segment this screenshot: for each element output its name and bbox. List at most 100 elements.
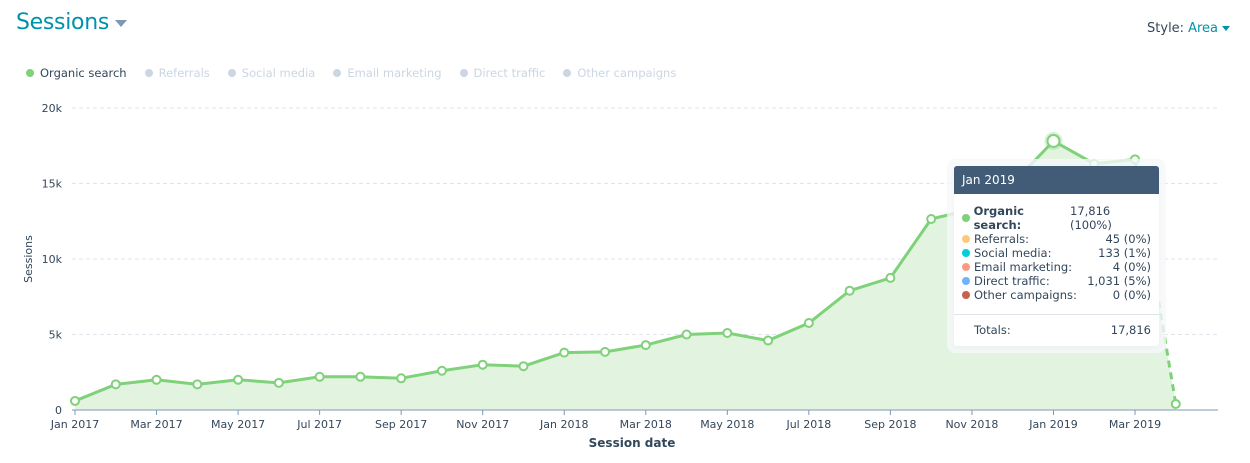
- data-point: [110, 379, 121, 390]
- data-point: [681, 329, 692, 340]
- tooltip-row: Email marketing: 4 (0%): [962, 260, 1151, 274]
- y-axis-title: Sessions: [22, 235, 35, 283]
- report-title: Sessions: [16, 10, 110, 35]
- legend-item-organic-search[interactable]: Organic search: [26, 66, 127, 80]
- x-tick-label: Jan 2019: [1028, 418, 1077, 431]
- style-value: Area: [1188, 21, 1218, 36]
- x-tick-label: Sep 2017: [375, 418, 427, 431]
- style-dropdown[interactable]: Area: [1188, 21, 1230, 36]
- totals-value: 17,816: [1110, 323, 1151, 337]
- tooltip-row: Social media: 133 (1%): [962, 246, 1151, 260]
- data-point: [763, 335, 774, 346]
- report-title-dropdown[interactable]: Sessions: [16, 10, 128, 35]
- x-tick-label: Sep 2018: [864, 418, 916, 431]
- legend-item-direct-traffic[interactable]: Direct traffic: [459, 66, 546, 80]
- x-tick-label: Jan 2018: [539, 418, 588, 431]
- data-point: [314, 371, 325, 382]
- x-tick-label: Nov 2017: [456, 418, 509, 431]
- tooltip-row-value: 17,816 (100%): [1070, 204, 1112, 232]
- data-point: [355, 371, 366, 382]
- legend-dot-icon: [563, 69, 572, 77]
- legend-dot-icon: [26, 69, 34, 77]
- x-tick-label: Nov 2018: [945, 418, 998, 431]
- legend-item-email-marketing[interactable]: Email marketing: [333, 66, 442, 80]
- x-tick-label: Jul 2017: [296, 418, 342, 431]
- data-point: [477, 359, 488, 370]
- tooltip-row-value: 45 (0%): [1105, 232, 1151, 246]
- data-point: [559, 347, 570, 358]
- caret-down-icon: [1222, 26, 1230, 31]
- chart-tooltip: Jan 2019 Organic search: 17,816 (100%) Ref…: [954, 166, 1159, 346]
- legend-item-referrals[interactable]: Referrals: [144, 66, 210, 80]
- series-dot-icon: [962, 277, 970, 285]
- data-point: [640, 340, 651, 351]
- series-dot-icon: [962, 249, 970, 257]
- data-point: [436, 365, 447, 376]
- area-fill: [75, 140, 1176, 410]
- legend-label: Social media: [241, 66, 316, 80]
- chart-legend: Organic search Referrals Social media Em…: [26, 66, 676, 80]
- legend-dot-icon: [459, 69, 468, 77]
- legend-label: Direct traffic: [473, 66, 546, 80]
- y-tick-label: 10k: [42, 253, 63, 266]
- tooltip-rows: Organic search: 17,816 (100%) Referrals: 45…: [954, 194, 1159, 308]
- data-point: [1046, 133, 1061, 148]
- legend-item-other-campaigns[interactable]: Other campaigns: [563, 66, 676, 80]
- legend-label: Referrals: [158, 66, 210, 80]
- data-point: [396, 373, 407, 384]
- series-dot-icon: [962, 263, 970, 271]
- tooltip-row: Other campaigns: 0 (0%): [962, 288, 1151, 302]
- data-point: [844, 285, 855, 296]
- tooltip-row-label: Organic search:: [973, 204, 1024, 232]
- tooltip-row-value: 1,031 (5%): [1087, 274, 1151, 288]
- series-dot-icon: [962, 291, 970, 299]
- data-point: [151, 374, 162, 385]
- data-point: [233, 374, 244, 385]
- legend-label: Email marketing: [347, 66, 442, 80]
- tooltip-row-label: Referrals:: [974, 232, 1030, 246]
- legend-dot-icon: [227, 69, 236, 77]
- series-dot-icon: [962, 214, 970, 222]
- totals-label: Totals:: [974, 323, 1011, 337]
- tooltip-row-label: Other campaigns:: [974, 288, 1077, 302]
- x-tick-label: Jan 2017: [50, 418, 99, 431]
- x-tick-label: May 2018: [700, 418, 754, 431]
- legend-dot-icon: [144, 69, 153, 77]
- x-axis-title: Session date: [589, 436, 676, 450]
- tooltip-title: Jan 2019: [954, 166, 1159, 194]
- y-tick-label: 5k: [49, 329, 63, 342]
- y-tick-label: 0: [55, 404, 62, 417]
- tooltip-row: Organic search: 17,816 (100%): [962, 204, 1151, 232]
- y-tick-label: 15k: [42, 178, 63, 191]
- tooltip-row-label: Direct traffic:: [974, 274, 1050, 288]
- caret-down-icon: [115, 19, 128, 27]
- tooltip-row-label: Email marketing:: [974, 260, 1073, 274]
- tooltip-divider: [954, 314, 1159, 315]
- tooltip-row-value: 4 (0%): [1112, 260, 1151, 274]
- data-point: [273, 377, 284, 388]
- data-point: [1130, 154, 1141, 165]
- data-point: [926, 213, 937, 224]
- x-tick-label: Mar 2019: [1109, 418, 1161, 431]
- data-point: [70, 395, 80, 406]
- tooltip-row-label: Social media:: [974, 246, 1052, 260]
- tooltip-row-value: 0 (0%): [1112, 288, 1151, 302]
- legend-label: Organic search: [40, 66, 127, 80]
- data-point: [722, 327, 733, 338]
- data-point: [803, 318, 814, 329]
- data-point: [1170, 398, 1181, 409]
- data-point: [518, 361, 529, 372]
- tooltip-totals: Totals: 17,816: [954, 315, 1159, 346]
- y-tick-label: 20k: [42, 102, 63, 115]
- data-point: [600, 346, 611, 357]
- x-tick-label: Mar 2018: [620, 418, 672, 431]
- legend-label: Other campaigns: [577, 66, 677, 80]
- x-tick-label: Mar 2017: [130, 418, 182, 431]
- style-selector: Style: Area: [1147, 21, 1230, 36]
- data-point: [885, 272, 896, 283]
- tooltip-row: Direct traffic: 1,031 (5%): [962, 274, 1151, 288]
- data-point: [192, 379, 203, 390]
- legend-item-social-media[interactable]: Social media: [227, 66, 316, 80]
- x-tick-label: Jul 2018: [785, 418, 831, 431]
- series-dot-icon: [962, 235, 970, 243]
